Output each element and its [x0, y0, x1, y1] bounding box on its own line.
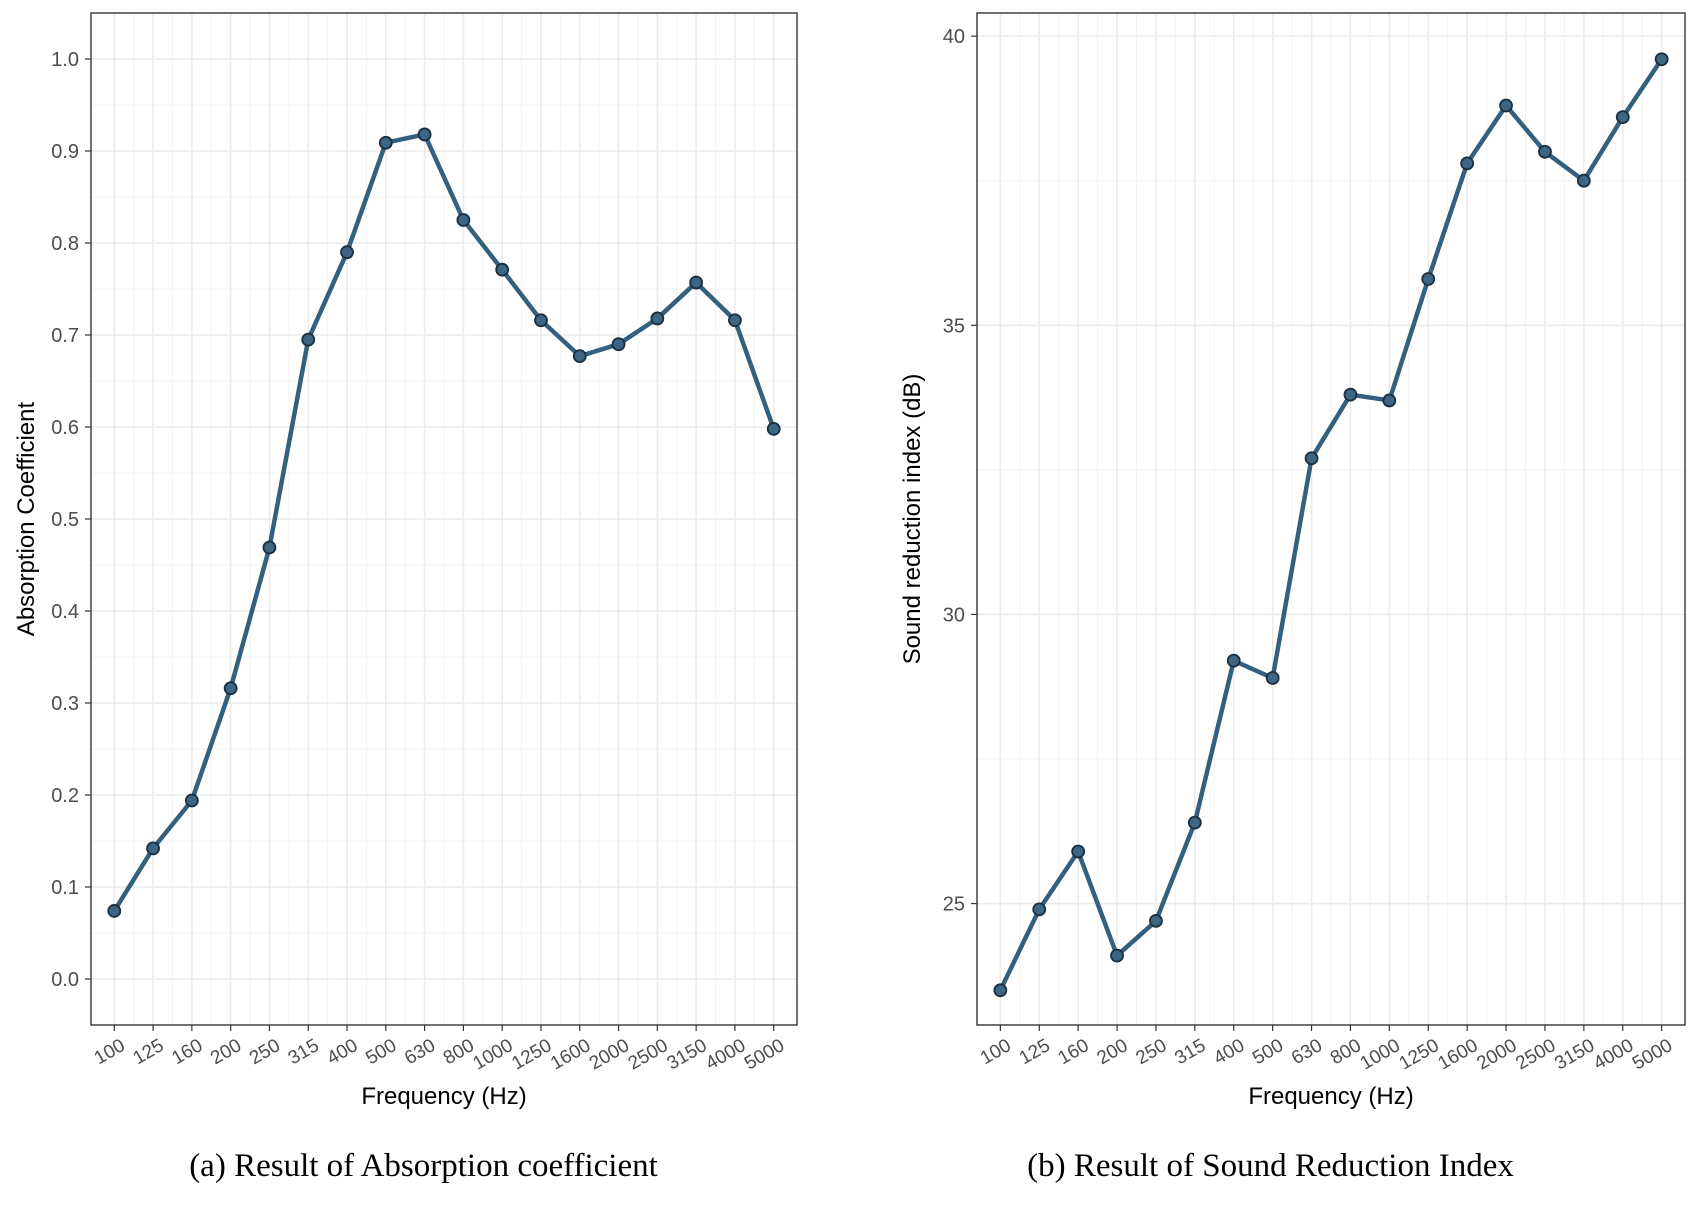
chart1-xtick-label: 800: [440, 1035, 478, 1069]
chart2-x-axis-title: Frequency (Hz): [1248, 1083, 1413, 1110]
chart2-data-point: [1382, 393, 1397, 408]
chart1-data-point: [572, 349, 587, 364]
chart2-xtick-label: 250: [1132, 1035, 1170, 1069]
chart1-xtick-label: 100: [91, 1035, 129, 1069]
chart2-xtick-label: 5000: [1629, 1035, 1676, 1074]
chart1-xtick-label: 400: [324, 1035, 362, 1069]
chart1-xtick-label: 5000: [741, 1035, 788, 1074]
chart2-data-point: [1538, 144, 1552, 159]
chart1-xtick-label: 630: [401, 1035, 439, 1069]
chart1-xtick-label: 200: [207, 1035, 245, 1069]
chart2-data-point: [1304, 451, 1319, 466]
chart2-data-point: [1615, 110, 1630, 124]
chart1-ytick-label: 0.9: [51, 141, 79, 163]
chart2-xtick-label: 100: [977, 1035, 1015, 1069]
chart1-series-line: [112, 132, 776, 914]
chart2-data-point: [1149, 914, 1163, 928]
chart2-ytick-label: 35: [943, 315, 965, 337]
chart1-data-point: [689, 275, 704, 290]
chart1-xtick-label: 160: [168, 1035, 206, 1069]
chart1-data-point: [340, 245, 354, 260]
chart2-data-point: [1226, 653, 1241, 668]
chart1-xtick-label: 315: [285, 1035, 323, 1069]
caption-a: (a) Result of Absorption coefficient: [189, 1148, 658, 1184]
chart1-data-point: [262, 540, 277, 555]
chart2-y-axis-title: Sound reduction index (dB): [899, 374, 926, 665]
chart2-panel-border: [976, 12, 1686, 1026]
caption-b: (b) Result of Sound Reduction Index: [1027, 1148, 1514, 1184]
absorption-chart: 0.0 0.1 0.2 0.3 0.4 0.5 0.6 0.7 0.8 0.9 1.0 100 125 1…: [13, 12, 798, 1110]
chart2-ytick-label: 40: [943, 26, 965, 48]
chart2-data-point: [1460, 156, 1475, 171]
chart1-xtick-label: 500: [362, 1035, 400, 1069]
chart1-ytick-label: 0.1: [51, 877, 79, 899]
chart2-data-point: [1071, 844, 1086, 859]
chart1-data-point: [456, 213, 471, 227]
chart1-data-point: [107, 904, 122, 918]
chart1-data-point: [766, 421, 781, 436]
chart1-x-axis-title: Frequency (Hz): [361, 1083, 526, 1110]
chart1-ytick-label: 0.3: [51, 693, 79, 715]
chart2-xtick-label: 630: [1288, 1035, 1326, 1069]
chart1-data-point: [611, 337, 626, 352]
chart1-ytick-label: 0.8: [51, 233, 79, 255]
chart1-ytick-label: 1.0: [51, 49, 79, 71]
chart2-data-point: [1576, 173, 1591, 188]
chart2-xtick-label: 500: [1249, 1035, 1287, 1069]
chart2-data-point: [1110, 948, 1124, 963]
chart1-ytick-label: 0.7: [51, 325, 79, 347]
chart2-xtick-label: 125: [1016, 1035, 1054, 1069]
chart2-data-point: [1499, 98, 1513, 113]
chart1-data-point: [223, 681, 238, 696]
chart1-xtick-label: 125: [130, 1035, 168, 1069]
chart1-ytick-label: 0.6: [51, 417, 79, 439]
chart2-xtick-label: 800: [1327, 1035, 1365, 1069]
chart2-xtick-label: 200: [1094, 1035, 1132, 1069]
chart1-data-point: [184, 793, 199, 808]
chart1-ytick-label: 0.4: [51, 601, 79, 623]
chart1-data-point: [301, 332, 316, 347]
chart2-ytick-label: 30: [943, 604, 965, 626]
chart2-data-point: [993, 983, 1008, 998]
chart2-data-point: [1421, 272, 1436, 286]
chart1-ytick-label: 0.0: [51, 969, 79, 991]
chart1-ytick-label: 0.2: [51, 785, 79, 807]
chart1-data-point: [495, 262, 510, 277]
chart1-data-point: [378, 135, 393, 150]
sound-reduction-chart-panel: 25 30 35 40 100 125 160 200 250 315 400 500 630 800 10…: [847, 0, 1694, 1211]
chart2-xtick-label: 400: [1210, 1035, 1248, 1069]
chart2-ytick-label: 25: [943, 894, 965, 916]
chart2-xtick-label: 160: [1055, 1035, 1093, 1069]
absorption-chart-panel: 0.0 0.1 0.2 0.3 0.4 0.5 0.6 0.7 0.8 0.9 1.0 100 125 1…: [0, 0, 847, 1211]
chart2-xtick-label: 315: [1171, 1035, 1209, 1069]
chart1-xtick-label: 250: [246, 1035, 284, 1069]
chart1-data-point: [417, 127, 432, 142]
chart2-data-point: [1343, 387, 1358, 402]
chart2-series-line: [998, 57, 1664, 993]
chart2-data-point: [1187, 815, 1202, 830]
chart2-data-point: [1654, 52, 1669, 67]
chart1-data-point: [650, 311, 665, 326]
chart1-data-point: [728, 313, 742, 328]
chart2-data-point: [1032, 902, 1047, 917]
chart1-data-point: [534, 313, 548, 328]
chart1-data-point: [146, 841, 160, 856]
chart1-y-axis-title: Absorption Coefficient: [13, 401, 40, 636]
chart2-data-point: [1265, 671, 1280, 685]
chart1-ytick-label: 0.5: [51, 509, 79, 531]
